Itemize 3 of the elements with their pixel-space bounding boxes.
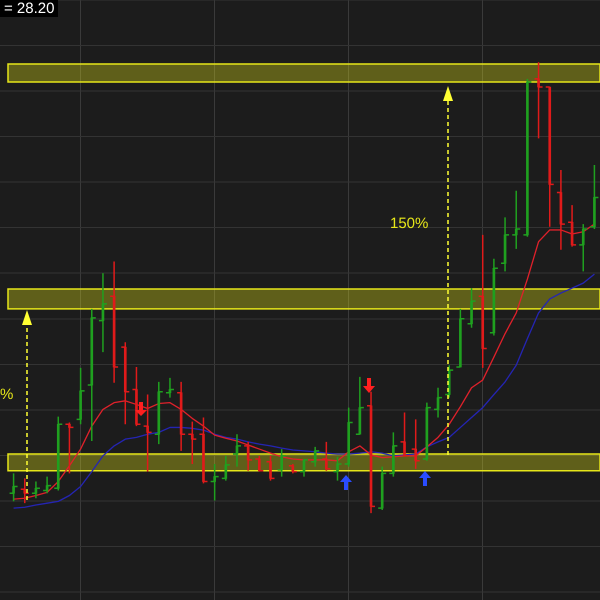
- text: = 28.20: [0, 0, 58, 17]
- annotation: 150%: [390, 215, 428, 232]
- annotation: %: [0, 386, 14, 403]
